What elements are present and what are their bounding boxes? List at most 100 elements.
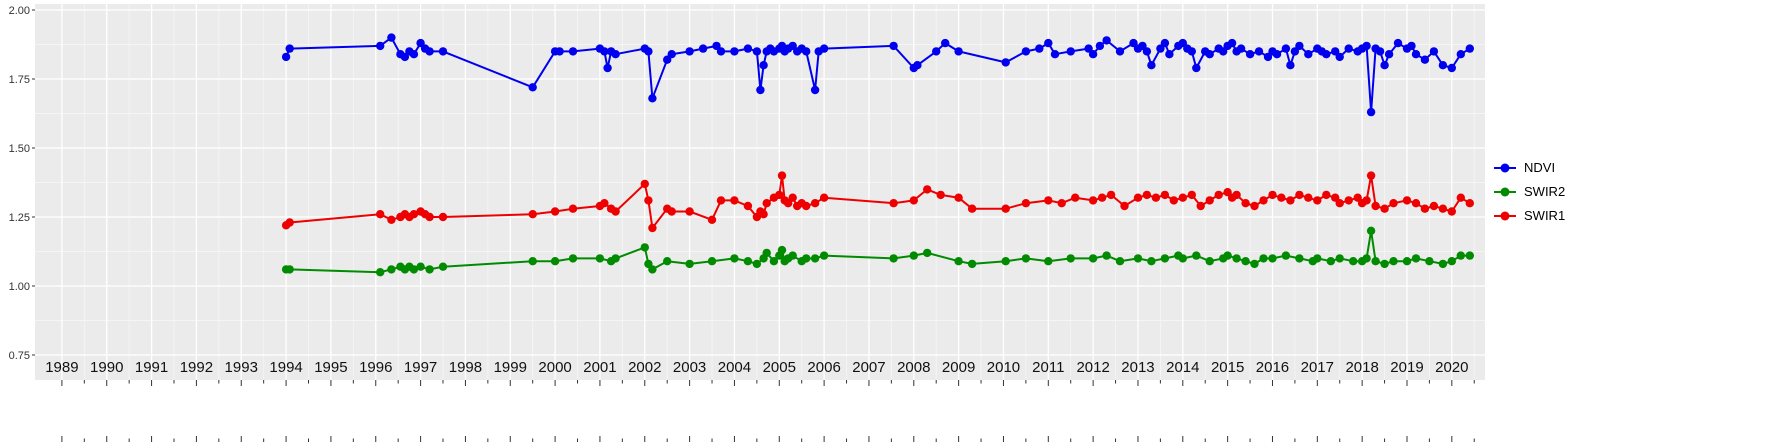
- data-point: [1192, 63, 1201, 73]
- data-point: [285, 265, 294, 274]
- data-point: [698, 44, 708, 53]
- data-point: [1115, 47, 1125, 56]
- data-point: [1232, 190, 1241, 200]
- data-point: [1223, 251, 1232, 260]
- data-point: [954, 257, 963, 266]
- data-point: [1250, 201, 1259, 211]
- gridlines-minor: [35, 4, 1485, 380]
- data-point: [1425, 257, 1434, 266]
- svg-text:2001: 2001: [583, 359, 616, 376]
- data-point: [1322, 50, 1331, 59]
- data-point: [1066, 47, 1075, 56]
- data-point: [802, 201, 811, 211]
- data-point: [611, 254, 620, 263]
- data-point: [1097, 193, 1107, 202]
- data-point: [909, 196, 918, 205]
- x-axis-labels: 1989 1990 1991 1992 1993 1994 1995 1996 1997 1998…: [45, 359, 1468, 376]
- legend-label-ndvi: NDVI: [1524, 160, 1556, 175]
- data-point: [1071, 193, 1080, 202]
- svg-text:2007: 2007: [852, 359, 885, 376]
- data-point: [1411, 254, 1421, 263]
- legend-label-swir1: SWIR1: [1524, 208, 1566, 223]
- svg-text:1995: 1995: [314, 359, 347, 376]
- data-point: [1160, 38, 1170, 48]
- data-point: [1120, 201, 1129, 211]
- data-point: [648, 265, 657, 274]
- data-point: [1447, 257, 1457, 266]
- svg-text:2002: 2002: [628, 359, 661, 376]
- data-point: [1362, 41, 1371, 51]
- data-point: [923, 248, 932, 258]
- data-point: [1366, 107, 1376, 117]
- data-point: [1169, 196, 1179, 205]
- data-point: [1165, 50, 1174, 59]
- data-point: [1420, 55, 1430, 64]
- data-point: [1192, 251, 1201, 260]
- data-point: [568, 47, 578, 56]
- bottom-edge-ticks: [61, 436, 1475, 442]
- data-point: [1084, 44, 1093, 53]
- data-point: [1133, 254, 1143, 263]
- data-point: [387, 33, 396, 42]
- data-point: [528, 257, 537, 266]
- data-point: [1035, 44, 1044, 53]
- legend: NDVI SWIR2 SWIR1: [1492, 157, 1566, 226]
- data-point: [1429, 47, 1439, 56]
- legend-key-swir1-icon: [1494, 211, 1516, 220]
- data-point: [1250, 259, 1259, 269]
- data-point: [730, 47, 739, 56]
- data-point: [1371, 257, 1380, 266]
- svg-text:2.00: 2.00: [9, 5, 30, 17]
- data-point: [281, 52, 291, 62]
- data-point: [1102, 36, 1111, 45]
- data-point: [438, 262, 448, 271]
- data-point: [762, 248, 771, 258]
- data-point: [285, 218, 294, 227]
- data-point: [716, 196, 726, 205]
- data-point: [1214, 190, 1223, 200]
- svg-text:1994: 1994: [269, 359, 302, 376]
- svg-text:1992: 1992: [180, 359, 213, 376]
- data-point: [777, 245, 787, 255]
- data-point: [438, 212, 448, 222]
- data-point: [1254, 47, 1264, 56]
- svg-text:2006: 2006: [807, 359, 840, 376]
- data-point: [1456, 50, 1466, 59]
- data-point: [1232, 254, 1241, 263]
- svg-text:2013: 2013: [1121, 359, 1154, 376]
- series-ndvi: [281, 33, 1475, 117]
- svg-text:1991: 1991: [135, 359, 168, 376]
- data-point: [1286, 196, 1295, 205]
- x-axis-ticks: [61, 380, 1475, 386]
- data-point: [648, 94, 657, 103]
- data-point: [769, 257, 779, 266]
- data-point: [1326, 257, 1336, 266]
- data-point: [595, 254, 605, 263]
- svg-text:2000: 2000: [538, 359, 571, 376]
- data-point: [1420, 204, 1430, 213]
- data-point: [387, 215, 396, 224]
- data-point: [1281, 44, 1291, 53]
- data-point: [941, 38, 950, 48]
- data-point: [1447, 63, 1457, 73]
- data-point: [759, 210, 768, 219]
- data-point: [644, 196, 653, 205]
- data-point: [1187, 190, 1197, 200]
- data-point: [1050, 50, 1060, 59]
- data-point: [640, 243, 649, 252]
- data-point: [1447, 207, 1457, 216]
- data-point: [889, 41, 898, 51]
- data-point: [568, 254, 578, 263]
- data-point: [1465, 44, 1475, 53]
- data-point: [667, 50, 676, 59]
- data-point: [648, 223, 657, 233]
- data-point: [819, 193, 829, 202]
- data-point: [1088, 196, 1098, 205]
- data-point: [1241, 257, 1250, 266]
- data-point: [730, 254, 739, 263]
- data-point: [1147, 257, 1156, 266]
- data-point: [1102, 251, 1111, 260]
- data-point: [1380, 204, 1389, 213]
- data-point: [603, 63, 612, 73]
